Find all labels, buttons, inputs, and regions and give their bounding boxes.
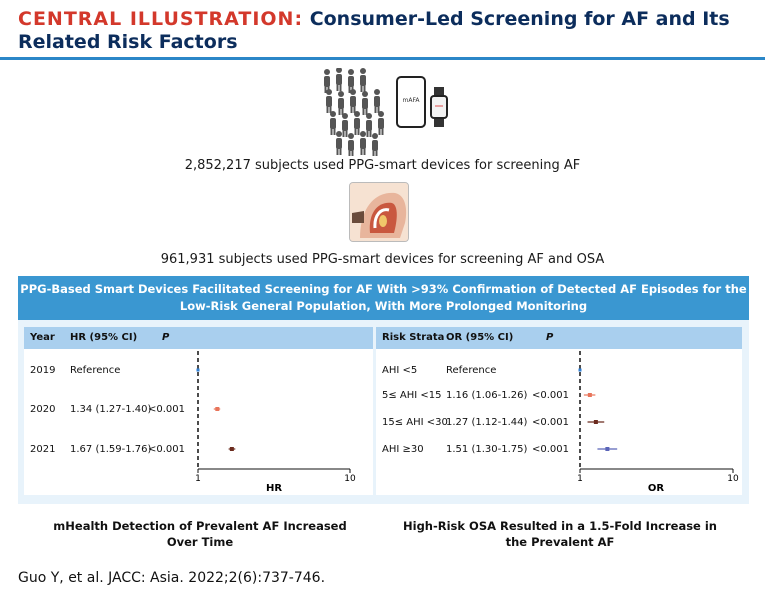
right-row-estimate: 1.27 (1.12-1.44) [446, 417, 528, 428]
right-row-estimate: Reference [446, 365, 497, 376]
right-row-label: 5≤ AHI <15 [382, 390, 442, 401]
airway-icon [350, 183, 408, 241]
right-forest-plot: 1 10 OR [577, 351, 739, 494]
smartwatch-icon [430, 87, 448, 127]
left-axis-label: HR [266, 483, 282, 494]
right-row-p: <0.001 [532, 444, 570, 455]
left-row-p: <0.001 [148, 404, 186, 415]
title-accent: CENTRAL ILLUSTRATION: [18, 8, 304, 30]
left-caption: mHealth Detection of Prevalent AF Increa… [53, 519, 347, 549]
left-header-year: Year [30, 332, 55, 343]
left-row-label: 2020 [30, 404, 56, 415]
left-header-row: Year HR (95% CI) P [24, 327, 373, 349]
left-header-p: P [162, 332, 170, 343]
left-point-estimate [229, 447, 234, 451]
left-row-estimate: 1.34 (1.27-1.40) [70, 404, 152, 415]
people-icon [324, 68, 384, 156]
figure-title: CENTRAL ILLUSTRATION: Consumer-Led Scree… [18, 8, 753, 54]
right-row-label: 15≤ AHI <30 [382, 417, 448, 428]
right-row-label: AHI <5 [382, 365, 418, 376]
stat-af-osa-screening: 961,931 subjects used PPG-smart devices … [160, 252, 605, 267]
right-row-p: <0.001 [532, 417, 570, 428]
left-row-estimate: Reference [70, 365, 121, 376]
right-point-estimate [587, 393, 592, 397]
phone-app-label: mAFA [402, 97, 420, 104]
right-axis-label: OR [648, 483, 665, 494]
left-point-estimate [196, 368, 200, 372]
left-tick-label: 1 [195, 474, 201, 484]
findings-banner: PPG-Based Smart Devices Facilitated Scre… [18, 276, 749, 320]
right-header-strata: Risk Strata [382, 332, 445, 343]
left-row-estimate: 1.67 (1.59-1.76) [70, 444, 152, 455]
left-row-label: 2019 [30, 365, 56, 376]
left-forest-plot: 1 10 HR [195, 351, 356, 494]
stat-af-screening: 2,852,217 subjects used PPG-smart device… [184, 158, 581, 173]
right-header-or: OR (95% CI) [446, 332, 514, 343]
right-row-p: <0.001 [532, 390, 570, 401]
right-caption: High-Risk OSA Resulted in a 1.5-Fold Inc… [403, 519, 717, 549]
sleep-apnea-illustration [349, 182, 409, 242]
left-tick-label: 10 [344, 474, 356, 484]
right-tick-label: 10 [727, 474, 739, 484]
left-point-estimate [215, 407, 220, 411]
right-point-estimate [593, 420, 598, 424]
right-forest-panel: Risk Strata OR (95% CI) P AHI <5 Referen… [376, 327, 742, 495]
right-header-row: Risk Strata OR (95% CI) P [376, 327, 742, 349]
right-row-estimate: 1.51 (1.30-1.75) [446, 444, 528, 455]
smartphone-icon: mAFA [396, 76, 426, 128]
left-forest-panel: Year HR (95% CI) P 2019 Reference 2020 1… [24, 327, 373, 495]
citation: Guo Y, et al. JACC: Asia. 2022;2(6):737-… [18, 570, 326, 586]
right-row-estimate: 1.16 (1.06-1.26) [446, 390, 528, 401]
right-header-p: P [546, 332, 554, 343]
right-point-estimate [605, 447, 610, 451]
right-point-estimate [578, 368, 582, 372]
title-bar: CENTRAL ILLUSTRATION: Consumer-Led Scree… [0, 0, 765, 60]
left-row-p: <0.001 [148, 444, 186, 455]
title-main: Consumer-Led Screening for AF and Its Re… [18, 8, 730, 53]
right-row-label: AHI ≥30 [382, 444, 424, 455]
left-row-label: 2021 [30, 444, 56, 455]
left-header-hr: HR (95% CI) [70, 332, 138, 343]
right-tick-label: 1 [577, 474, 583, 484]
